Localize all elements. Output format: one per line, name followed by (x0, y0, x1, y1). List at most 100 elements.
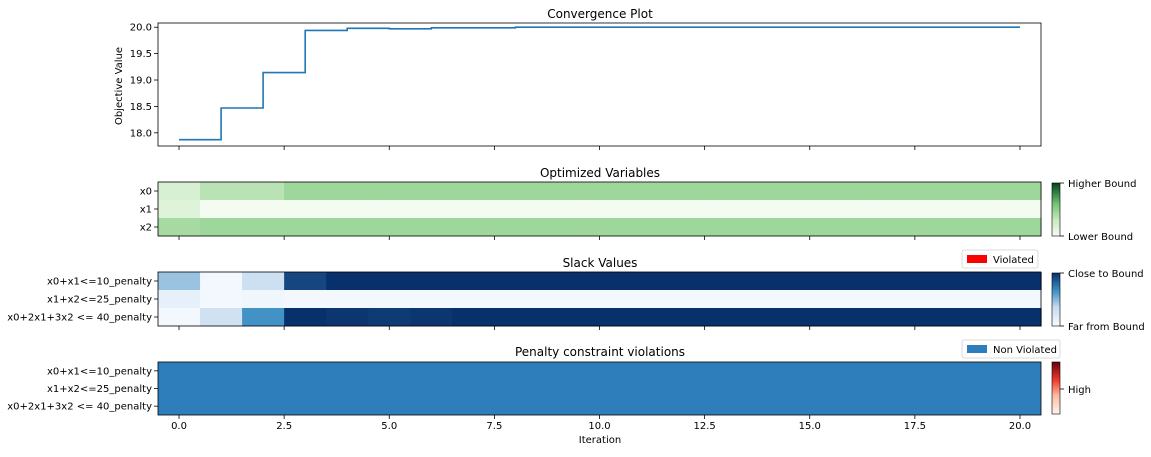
heatmap-cell (536, 290, 580, 309)
heatmap-cell (578, 182, 622, 201)
heatmap-cell (620, 182, 664, 201)
heatmap-cell (578, 290, 622, 309)
row-label: x0 (140, 187, 152, 198)
slack-heatmap (158, 272, 1042, 327)
heatmap-cell (704, 218, 748, 237)
heatmap-cell (158, 308, 201, 327)
heatmap-cell (410, 182, 453, 201)
heatmap-cell (536, 272, 580, 291)
heatmap-cell (158, 200, 201, 219)
heatmap-cell (746, 290, 790, 309)
heatmap-cell (242, 218, 285, 237)
row-label: x1+x2<=25_penalty (47, 384, 152, 395)
heatmap-cell (956, 218, 1000, 237)
heatmap-cell (788, 272, 832, 291)
heatmap-cell (452, 308, 495, 327)
heatmap-cell (620, 308, 664, 327)
variables-panel: Optimized Variables x0 x1 x2 (140, 166, 1137, 243)
convergence-ytick-label: 18.5 (130, 102, 152, 113)
heatmap-cell (158, 218, 201, 237)
heatmap-cell (410, 200, 453, 219)
heatmap-cell (872, 308, 916, 327)
variables-row-labels: x0 x1 x2 (140, 187, 158, 234)
heatmap-cell (578, 272, 622, 291)
heatmap-cell (956, 290, 1000, 309)
iteration-tick-label: 17.5 (904, 421, 926, 432)
heatmap-cell (284, 290, 327, 309)
heatmap-cell (830, 218, 874, 237)
row-label: x1+x2<=25_penalty (47, 295, 152, 306)
heatmap-cell (200, 308, 243, 327)
convergence-ticks: 18.0 18.5 19.0 19.5 20.0 (130, 23, 1021, 150)
heatmap-cell (242, 272, 285, 291)
violated-legend-box (961, 249, 1039, 269)
heatmap-cell (200, 218, 243, 237)
heatmap-cell (158, 290, 201, 309)
heatmap-cell (410, 290, 453, 309)
row-label: x0+2x1+3x2 <= 40_penalty (7, 402, 152, 413)
heatmap-cell (242, 290, 285, 309)
heatmap-cell (452, 290, 495, 309)
heatmap-cell (872, 182, 916, 201)
row-label: x1 (140, 205, 152, 216)
heatmap-cell (788, 218, 832, 237)
heatmap-cell (914, 290, 958, 309)
heatmap-cell (662, 218, 706, 237)
heatmap-cell (830, 290, 874, 309)
heatmap-cell (662, 272, 706, 291)
heatmap-cell (284, 200, 327, 219)
convergence-ylabel: Objective Value (114, 47, 125, 125)
convergence-ytick-label: 18.0 (130, 128, 152, 139)
heatmap-cell (242, 200, 285, 219)
heatmap-cell (746, 218, 790, 237)
heatmap-cell (914, 200, 958, 219)
heatmap-cell (368, 308, 411, 327)
heatmap-cell (662, 182, 706, 201)
heatmap-cell (746, 308, 790, 327)
variables-colorbar (1051, 182, 1061, 237)
iteration-axis-ticks: 0.0 2.5 5.0 7.5 10.0 12.5 15.0 17.5 20.0 (171, 236, 1031, 432)
heatmap-cell (452, 218, 495, 237)
heatmap-cell (494, 200, 538, 219)
iteration-tick-label: 20.0 (1009, 421, 1031, 432)
heatmap-cell (704, 290, 748, 309)
heatmap-cell (536, 218, 580, 237)
heatmap-cell (914, 272, 958, 291)
heatmap-cell (326, 272, 369, 291)
heatmap-cell (452, 182, 495, 201)
iteration-tick-label: 12.5 (693, 421, 715, 432)
iteration-tick-label: 10.0 (588, 421, 610, 432)
variables-colorbar-high-label: Higher Bound (1068, 179, 1136, 190)
heatmap-cell (158, 272, 201, 291)
iteration-tick-label: 0.0 (171, 421, 187, 432)
iteration-tick-label: 15.0 (799, 421, 821, 432)
heatmap-cell (326, 218, 369, 237)
heatmap-cell (746, 200, 790, 219)
heatmap-cell (620, 200, 664, 219)
heatmap-cell (326, 308, 369, 327)
heatmap-cell (956, 200, 1000, 219)
heatmap-cell (998, 182, 1042, 201)
heatmap-cell (368, 290, 411, 309)
heatmap-cell (872, 272, 916, 291)
heatmap-cell (914, 308, 958, 327)
violations-colorbar-high-label: High (1068, 385, 1091, 396)
heatmap-cell (200, 182, 243, 201)
non-violated-legend-label: Non Violated (993, 345, 1057, 356)
variables-colorbar-low-label: Lower Bound (1068, 232, 1133, 243)
slack-colorbar (1051, 272, 1061, 327)
iteration-tick-label: 5.0 (381, 421, 397, 432)
heatmap-cell (494, 290, 538, 309)
violations-heatmap (158, 362, 1041, 415)
heatmap-cell (998, 308, 1042, 327)
heatmap-cell (284, 218, 327, 237)
heatmap-cell (872, 200, 916, 219)
heatmap-cell (704, 272, 748, 291)
violations-colorbar (1051, 361, 1061, 415)
heatmap-cell (326, 290, 369, 309)
heatmap-cell (662, 290, 706, 309)
heatmap-cell (284, 272, 327, 291)
heatmap-cell (788, 308, 832, 327)
heatmap-cell (410, 308, 453, 327)
heatmap-cell (872, 218, 916, 237)
